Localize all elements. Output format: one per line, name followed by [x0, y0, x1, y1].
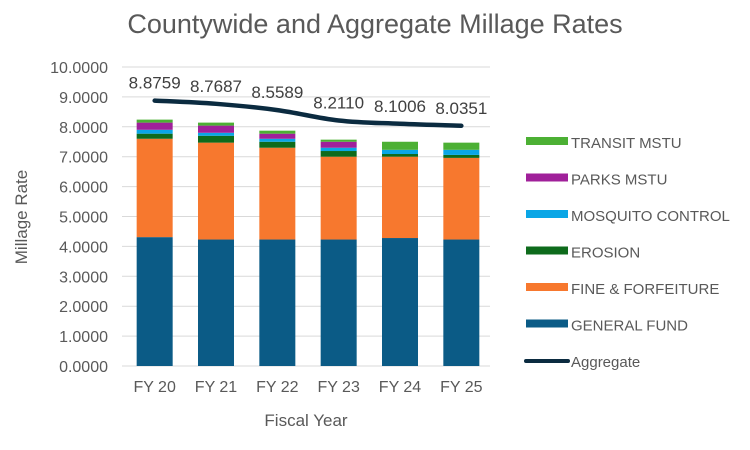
bar-segment-parks-mstu: [320, 141, 357, 148]
legend: TRANSIT MSTU PARKS MSTU MOSQUITO CONTROL ER…: [524, 135, 730, 371]
aggregate-data-label: 8.8759: [129, 74, 181, 93]
x-tick-label: FY 21: [195, 379, 238, 396]
bar-segment-fine-forfeiture: [136, 138, 173, 238]
legend-label: GENERAL FUND: [571, 318, 688, 335]
bar-segment-transit-mstu: [382, 141, 418, 150]
legend-item: MOSQUITO CONTROL: [526, 208, 730, 225]
bar-segment-fine-forfeiture: [259, 147, 296, 240]
y-tick-label: 9.0000: [59, 90, 108, 107]
bar-segment-transit-mstu: [136, 119, 173, 123]
bar-segment-transit-mstu: [320, 139, 357, 142]
bar-segment-erosion: [259, 141, 296, 148]
gridlines: [122, 66, 490, 367]
bar-segment-mosquito-control: [443, 149, 480, 155]
bar-segment-fine-forfeiture: [382, 156, 418, 239]
legend-swatch: [526, 210, 568, 218]
legend-swatch: [526, 246, 568, 255]
aggregate-data-label: 8.0351: [435, 99, 487, 118]
aggregate-line: [152, 98, 464, 129]
bar-segment-parks-mstu: [136, 122, 173, 130]
x-tick-label: FY 25: [440, 379, 483, 396]
legend-label: PARKS MSTU: [571, 172, 667, 189]
bar-stack: [136, 119, 173, 366]
bar-segment-fine-forfeiture: [320, 156, 357, 240]
aggregate-data-label: 8.2110: [313, 93, 364, 112]
y-axis-ticks: 0.0000 1.0000 2.0000 3.0000 4.0000 5.0000 6.00…: [50, 60, 108, 376]
legend-label: Aggregate: [571, 354, 640, 371]
bar-segment-fine-forfeiture: [198, 142, 234, 240]
bar-segment-transit-mstu: [443, 142, 480, 150]
bar-segment-mosquito-control: [259, 138, 296, 142]
y-axis-title: Millage Rate: [12, 170, 31, 265]
bar-segment-mosquito-control: [136, 129, 173, 134]
aggregate-line-group: [152, 98, 464, 129]
x-tick-label: FY 20: [133, 379, 176, 396]
bar-stack: [198, 122, 234, 366]
aggregate-data-label: 8.5589: [251, 83, 303, 102]
bar-stack: [443, 142, 480, 366]
x-tick-label: FY 23: [317, 379, 360, 396]
bar-segment-erosion: [382, 154, 418, 157]
bar-segment-mosquito-control: [198, 132, 234, 136]
y-tick-label: 4.0000: [59, 239, 108, 256]
legend-swatch: [526, 137, 568, 145]
bar-segment-general-fund: [382, 238, 418, 366]
bar-segment-general-fund: [198, 239, 234, 366]
legend-label: FINE & FORFEITURE: [571, 281, 719, 298]
bar-segment-transit-mstu: [259, 130, 296, 134]
legend-item: TRANSIT MSTU: [526, 135, 682, 152]
bar-segment-erosion: [198, 135, 234, 143]
legend-item: FINE & FORFEITURE: [526, 281, 719, 298]
y-tick-label: 7.0000: [59, 150, 108, 167]
x-axis-ticks: FY 20 FY 21 FY 22 FY 23 FY 24 FY 25: [133, 379, 482, 396]
legend-swatch: [526, 173, 568, 182]
legend-item: PARKS MSTU: [526, 172, 667, 189]
aggregate-data-labels: 8.8759 8.7687 8.5589 8.2110 8.1006 8.0351: [129, 74, 488, 118]
y-tick-label: 8.0000: [59, 120, 108, 137]
bar-segment-erosion: [320, 151, 357, 157]
bar-segment-general-fund: [320, 239, 357, 366]
bar-segment-general-fund: [136, 237, 173, 366]
bar-segment-fine-forfeiture: [443, 157, 480, 240]
legend-item: EROSION: [526, 245, 640, 262]
bar-segment-erosion: [443, 154, 480, 158]
y-tick-label: 0.0000: [59, 359, 108, 376]
x-tick-label: FY 24: [379, 379, 422, 396]
y-tick-label: 10.0000: [50, 60, 108, 77]
aggregate-data-label: 8.1006: [374, 97, 426, 116]
bar-segment-parks-mstu: [198, 125, 234, 133]
legend-label: TRANSIT MSTU: [571, 135, 682, 152]
x-axis-title: Fiscal Year: [264, 411, 347, 430]
y-tick-label: 2.0000: [59, 299, 108, 316]
bar-segment-general-fund: [259, 239, 296, 366]
legend-item: Aggregate: [524, 354, 640, 371]
bars: [136, 119, 480, 366]
bar-segment-transit-mstu: [198, 122, 234, 126]
bar-stack: [259, 130, 296, 366]
bar-segment-erosion: [136, 133, 173, 139]
bar-segment-general-fund: [443, 239, 480, 366]
bar-stack: [382, 141, 418, 366]
bar-stack: [320, 139, 357, 366]
legend-label: EROSION: [571, 245, 640, 262]
bar-segment-parks-mstu: [259, 133, 296, 139]
aggregate-data-label: 8.7687: [190, 77, 242, 96]
legend-item: GENERAL FUND: [526, 318, 688, 335]
chart-title: Countywide and Aggregate Millage Rates: [127, 9, 622, 39]
legend-swatch: [526, 319, 568, 328]
bar-segment-mosquito-control: [320, 147, 357, 152]
y-tick-label: 3.0000: [59, 269, 108, 286]
y-tick-label: 6.0000: [59, 180, 108, 197]
y-tick-label: 5.0000: [59, 210, 108, 227]
y-tick-label: 1.0000: [59, 329, 108, 346]
bar-segment-mosquito-control: [382, 149, 418, 155]
legend-swatch: [526, 283, 568, 291]
x-tick-label: FY 22: [256, 379, 299, 396]
legend-label: MOSQUITO CONTROL: [571, 208, 730, 225]
